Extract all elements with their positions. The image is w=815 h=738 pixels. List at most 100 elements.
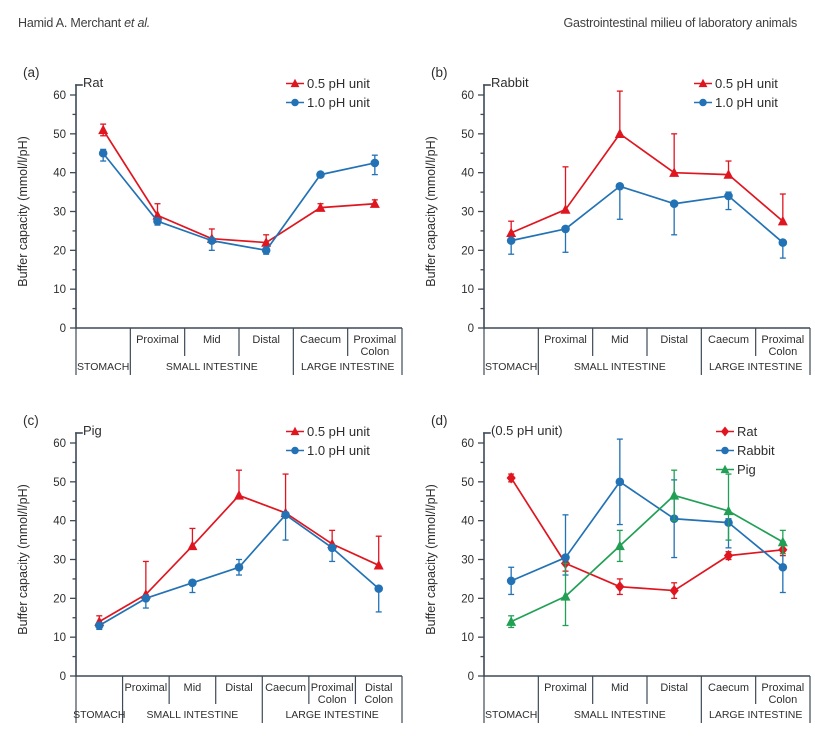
- y-tick-label: 0: [60, 323, 66, 335]
- legend-label: 0.5 pH unit: [307, 424, 370, 439]
- segment-label: Distal: [365, 682, 393, 694]
- legend-marker: [290, 426, 300, 436]
- data-point-marker: [724, 191, 733, 201]
- data-point-marker: [614, 540, 625, 551]
- segment-label: Distal: [660, 334, 688, 346]
- panel-title: Rabbit: [491, 75, 529, 90]
- data-point-marker: [153, 216, 162, 226]
- data-point-marker: [315, 202, 326, 212]
- legend-item: 0.5 pH unit: [694, 76, 778, 91]
- y-tick-label: 40: [53, 168, 66, 180]
- segment-label: Caecum: [265, 682, 306, 694]
- data-point-marker: [669, 490, 680, 500]
- series-line: [102, 152, 376, 252]
- data-point-marker: [615, 181, 625, 191]
- panel-a-chart: (a) Rat 0 10 20 30 40 50 60 Buffer capacity (mmol…: [10, 50, 407, 388]
- legend-marker: [290, 78, 300, 88]
- y-axis-label: Buffer capacity (mmol/l/pH): [424, 484, 438, 635]
- y-tick-label: 30: [461, 207, 474, 219]
- series-line: [510, 132, 784, 234]
- y-tick-label: 10: [53, 632, 66, 644]
- panel-title: Pig: [83, 423, 102, 438]
- segment-label: Caecum: [300, 334, 341, 346]
- series-0-5-ph-unit: [98, 123, 380, 247]
- data-point-marker: [778, 562, 788, 572]
- data-point-marker: [506, 576, 516, 586]
- data-point-marker: [207, 236, 217, 245]
- region-label: STOMACH: [73, 709, 125, 721]
- panel-letter-label: (c): [23, 413, 39, 428]
- y-axis: [483, 432, 491, 677]
- y-tick-label: 10: [53, 284, 66, 296]
- data-point-marker: [669, 167, 680, 177]
- y-tick-label: 10: [461, 284, 474, 296]
- legend-marker: [720, 426, 730, 437]
- data-point-marker: [94, 621, 104, 630]
- y-tick-label: 50: [461, 129, 474, 141]
- y-tick-label: 40: [53, 516, 66, 528]
- region-label: STOMACH: [485, 361, 537, 373]
- region-label: LARGE INTESTINE: [285, 709, 378, 721]
- data-point-marker: [560, 590, 571, 601]
- region-label: STOMACH: [485, 709, 537, 721]
- legend-item: 0.5 pH unit: [286, 424, 370, 439]
- data-point-marker: [561, 553, 570, 562]
- y-tick-label: 0: [60, 671, 66, 683]
- data-point-marker: [187, 540, 198, 551]
- y-tick-label: 0: [468, 671, 474, 683]
- segment-label: Mid: [611, 682, 629, 694]
- panel-b-chart: (b) Rabbit 0 10 20 30 40 50 60 Buffer capacity (m…: [418, 50, 815, 388]
- chart-svg: (b) Rabbit 0 10 20 30 40 50 60 Buffer capacity (m…: [424, 65, 811, 375]
- data-point-marker: [669, 199, 679, 209]
- chart-svg: (c) Pig 0 10 20 30 40 50 60 Buffer capacity (mmol…: [16, 413, 403, 723]
- data-point-marker: [778, 238, 788, 247]
- region-label: LARGE INTESTINE: [709, 709, 802, 721]
- segment-label: Caecum: [708, 334, 749, 346]
- legend-item: 1.0 pH unit: [286, 95, 370, 110]
- y-tick-label: 30: [53, 555, 66, 567]
- segment-label: Colon: [768, 346, 797, 358]
- y-tick-label: 20: [461, 593, 474, 605]
- data-point-marker: [723, 505, 734, 516]
- series-rabbit: [506, 438, 788, 596]
- data-point-marker: [777, 536, 788, 547]
- legend-label: 1.0 pH unit: [715, 95, 778, 110]
- data-point-marker: [669, 584, 679, 597]
- data-point-marker: [370, 158, 380, 168]
- page-header: Hamid A. Merchant et al. Gastrointestina…: [18, 16, 797, 30]
- data-point-marker: [327, 543, 337, 553]
- legend-label: 0.5 pH unit: [715, 76, 778, 91]
- y-tick-label: 30: [53, 207, 66, 219]
- legend-label: 0.5 pH unit: [307, 76, 370, 91]
- y-tick-label: 20: [461, 245, 474, 257]
- legend-marker: [291, 446, 299, 455]
- legend-item: Rabbit: [716, 443, 775, 458]
- data-point-marker: [560, 204, 571, 214]
- header-running-title: Gastrointestinal milieu of laboratory an…: [563, 16, 798, 30]
- data-point-marker: [506, 616, 517, 626]
- series-line: [510, 185, 784, 244]
- series-0-5-ph-unit: [506, 90, 788, 240]
- segment-label: Proximal: [136, 334, 179, 346]
- y-tick-label: 50: [53, 129, 66, 141]
- series-line: [98, 494, 380, 623]
- header-author-etal: et al.: [124, 16, 151, 30]
- y-axis-label: Buffer capacity (mmol/l/pH): [16, 136, 30, 287]
- region-label: SMALL INTESTINE: [574, 361, 666, 373]
- region-label: LARGE INTESTINE: [301, 361, 394, 373]
- segment-label: Mid: [611, 334, 629, 346]
- panel-letter-label: (d): [431, 413, 448, 428]
- legend-item: Rat: [716, 424, 758, 439]
- segment-label: Proximal: [761, 334, 804, 346]
- panel-letter-label: (a): [23, 65, 40, 80]
- data-point-marker: [561, 224, 570, 234]
- y-tick-label: 20: [53, 593, 66, 605]
- data-point-marker: [141, 594, 151, 603]
- data-point-marker: [281, 510, 290, 520]
- data-point-marker: [373, 559, 384, 570]
- segment-label: Distal: [225, 682, 253, 694]
- panel-title: Rat: [83, 75, 104, 90]
- legend-label: Pig: [737, 462, 756, 477]
- panel-title: (0.5 pH unit): [491, 423, 563, 438]
